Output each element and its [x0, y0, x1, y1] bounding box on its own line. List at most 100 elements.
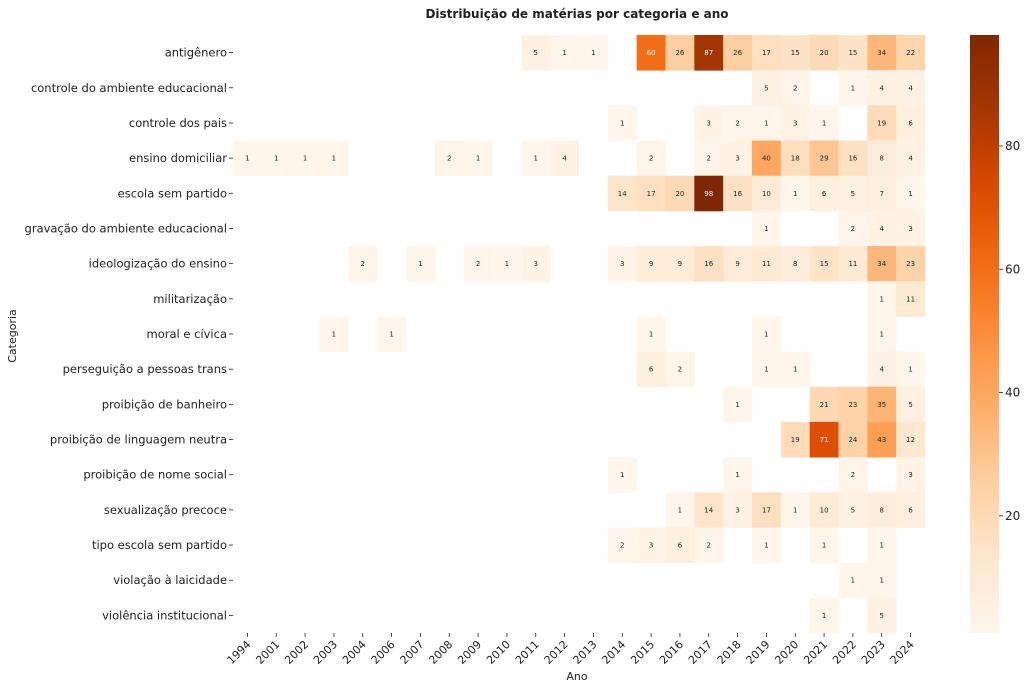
heatmap-cell: [780, 421, 811, 458]
x-tick-label: 1994: [225, 638, 254, 667]
x-tick-label: 2015: [628, 638, 657, 667]
cell-value-label: 1: [880, 577, 884, 585]
heatmap-cell: [636, 316, 666, 352]
heatmap-cell: [261, 140, 292, 177]
heatmap-cell: [290, 140, 320, 177]
cell-value-label: 2: [851, 225, 855, 233]
heatmap-cell: [752, 492, 782, 528]
cell-value-label: 1: [332, 155, 336, 163]
cell-value-label: 9: [678, 260, 682, 268]
heatmap-cell: [665, 527, 695, 564]
heatmap-cell: [867, 386, 897, 423]
y-tick-label: controle do ambiente educacional: [31, 81, 227, 95]
heatmap-cell: [867, 562, 897, 599]
colorbar-ticks: 20 40 60 80: [999, 139, 1020, 523]
heatmap-cell: [780, 35, 811, 71]
cell-value-label: 29: [820, 155, 829, 163]
heatmap-cell: [867, 35, 897, 71]
heatmap-cell: [896, 175, 926, 212]
cell-value-label: 1: [793, 506, 797, 514]
cell-value-label: 3: [534, 260, 538, 268]
cell-value-label: 24: [848, 436, 857, 444]
heatmap-cell: [896, 386, 926, 423]
cell-value-label: 87: [704, 49, 713, 57]
heatmap-cell: [752, 527, 782, 564]
cell-value-label: 1: [764, 366, 768, 374]
heatmap-cell: [636, 175, 666, 212]
cell-value-label: 4: [880, 366, 885, 374]
heatmap-cell: [752, 35, 782, 71]
cell-value-label: 11: [906, 295, 915, 303]
heatmap-cell: [896, 35, 926, 71]
heatmap-cell: [752, 70, 782, 106]
heatmap-cell: [780, 175, 811, 212]
heatmap-cell: [780, 351, 811, 388]
heatmap-cell: [607, 457, 638, 493]
heatmap-cell: [896, 492, 926, 528]
heatmap-cell: [809, 597, 839, 634]
colorbar-tick-label: 60: [1005, 262, 1020, 276]
heatmap-cell: [780, 492, 811, 528]
cell-value-label: 10: [762, 190, 771, 198]
heatmap-cell: [636, 140, 666, 177]
colorbar-tick-label: 20: [1005, 509, 1020, 523]
cell-value-label: 20: [675, 190, 684, 198]
y-tick-label: proibição de nome social: [83, 468, 227, 482]
y-tick-label: controle dos pais: [129, 116, 227, 130]
y-axis-label: Categoria: [6, 309, 19, 363]
heatmap-cell: [723, 386, 753, 423]
cell-value-label: 9: [649, 260, 653, 268]
y-tick-label: tipo escola sem partido: [92, 538, 227, 552]
y-tick-label: moral e cívica: [147, 327, 227, 341]
colorbar-tick-label: 80: [1005, 139, 1020, 153]
x-tick-label: 2018: [715, 638, 744, 667]
x-tick-label: 2020: [772, 638, 801, 667]
heatmap-cell: [752, 210, 782, 247]
heatmap-cell: [636, 246, 666, 282]
cell-value-label: 7: [880, 190, 884, 198]
cell-value-label: 17: [647, 190, 656, 198]
cell-value-label: 1: [735, 401, 739, 409]
cell-value-label: 26: [675, 49, 684, 57]
x-tick-label: 2024: [888, 638, 917, 667]
heatmap-cell: [838, 421, 868, 458]
cell-value-label: 35: [877, 401, 886, 409]
x-tick-labels: 1994 2001 2002 2003 2004 2006 2007 2008 2009 2010…: [225, 633, 917, 667]
heatmap-cell: [867, 175, 897, 212]
cell-value-label: 1: [764, 119, 768, 127]
heatmap-cell: [550, 35, 580, 71]
cell-value-label: 5: [851, 190, 855, 198]
cell-value-label: 3: [707, 119, 711, 127]
heatmap-cell: [838, 386, 868, 423]
cell-value-label: 1: [908, 190, 912, 198]
heatmap-cell: [896, 457, 926, 493]
heatmap-cell: [752, 246, 782, 282]
heatmap-cell: [607, 527, 638, 564]
cell-value-label: 2: [447, 155, 451, 163]
cell-value-label: 1: [620, 471, 624, 479]
heatmap-cell: [896, 140, 926, 177]
cell-value-label: 6: [649, 366, 654, 374]
y-tick-label: gravação do ambiente educacional: [25, 221, 227, 235]
cell-value-label: 23: [906, 260, 915, 268]
cell-value-label: 15: [820, 260, 829, 268]
heatmap-cell: [319, 316, 349, 352]
y-tick-label: proibição de banheiro: [102, 397, 227, 411]
cell-value-label: 15: [791, 49, 800, 57]
heatmap-cell: [867, 421, 897, 458]
heatmap-cell: [780, 246, 811, 282]
cell-value-label: 1: [591, 49, 595, 57]
heatmap-cell: [867, 140, 897, 177]
heatmap-cell: [809, 175, 839, 212]
heatmap-cell: [665, 492, 695, 528]
heatmap-cell: [780, 105, 811, 141]
cell-value-label: 1: [880, 542, 884, 550]
heatmap-cell: [579, 35, 609, 71]
heatmap-cell: [896, 70, 926, 106]
cell-value-label: 1: [505, 260, 509, 268]
y-tick-labels: antigênero controle do ambiente educacion…: [25, 46, 233, 622]
heatmap-cell: [867, 492, 897, 528]
heatmap-cell: [838, 140, 868, 177]
cell-value-label: 4: [908, 155, 913, 163]
